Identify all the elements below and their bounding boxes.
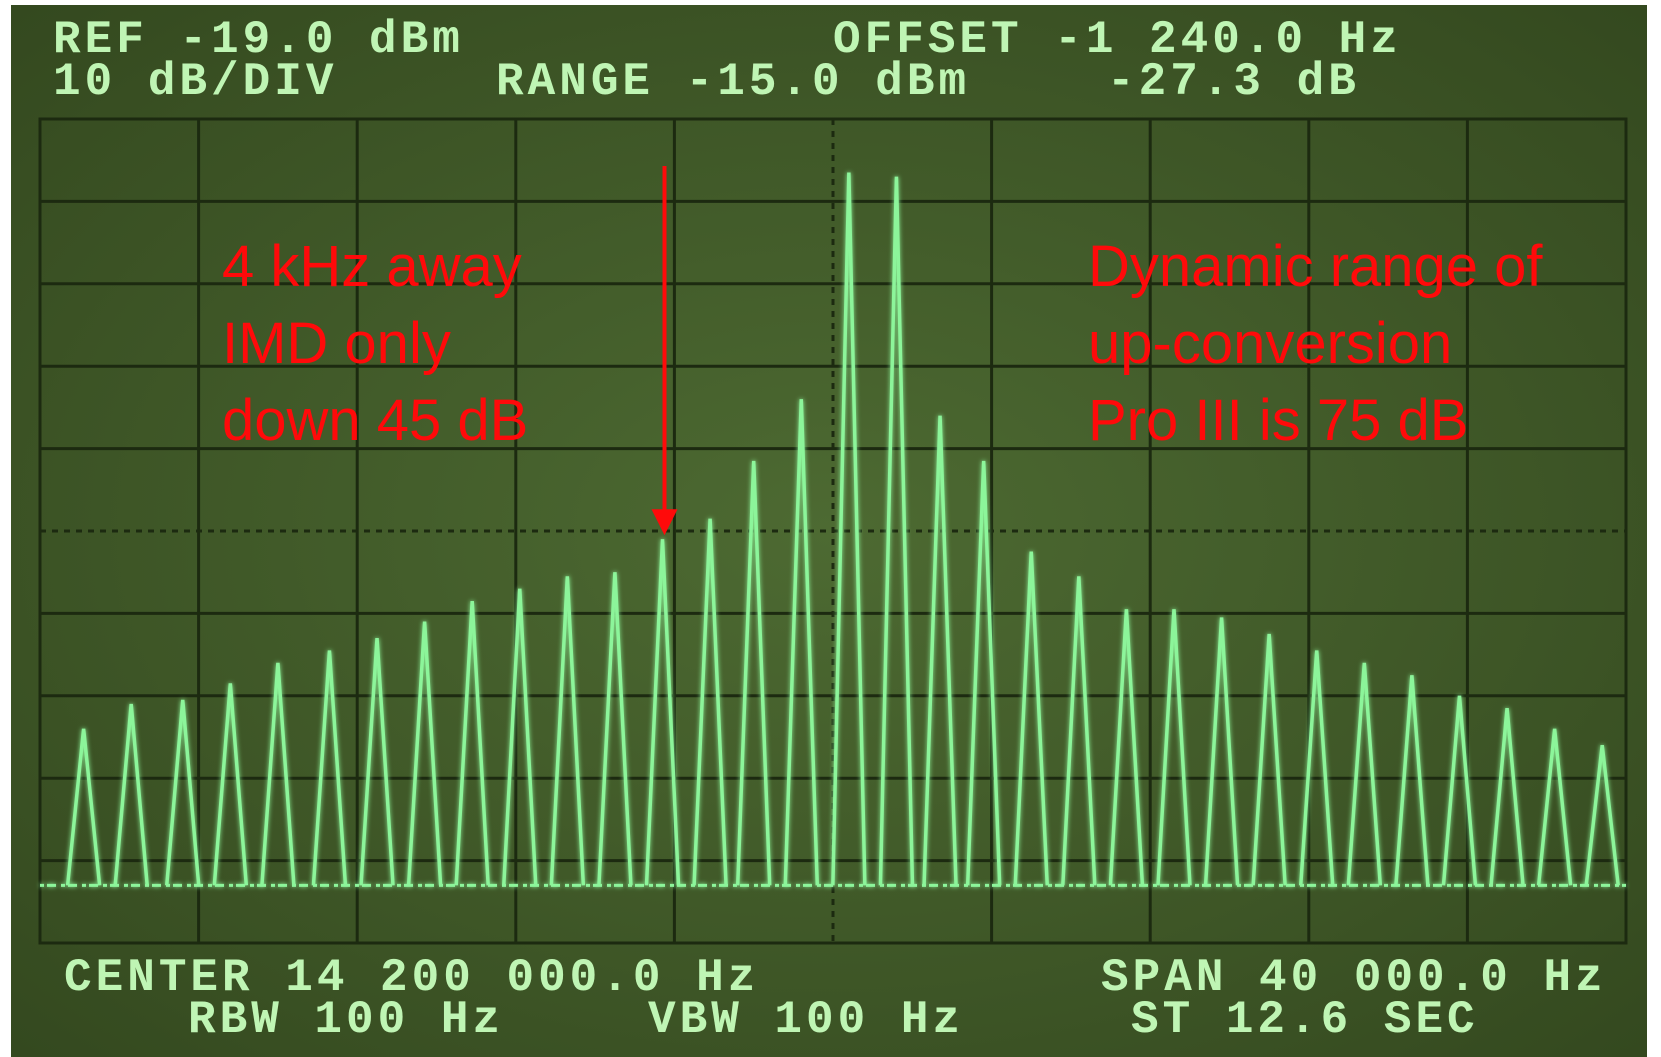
readout: RBW 100 Hz (188, 994, 504, 1046)
readout: -27.3 dB (1107, 56, 1360, 108)
annotation-text: up-conversion (1088, 311, 1452, 376)
annotation-text: Pro III is 75 dB (1088, 388, 1468, 453)
annotation-text: down 45 dB (222, 388, 528, 453)
readout: VBW 100 Hz (648, 994, 964, 1046)
annotation-text: Dynamic range of (1088, 234, 1543, 299)
page: REF -19.0 dBm10 dB/DIVRANGE -15.0 dBmOFF… (0, 0, 1661, 1057)
screen: REF -19.0 dBm10 dB/DIVRANGE -15.0 dBmOFF… (0, 0, 1661, 1057)
readout: 10 dB/DIV (53, 56, 337, 108)
annotation-text: 4 kHz away (222, 234, 522, 299)
readout: ST 12.6 SEC (1131, 994, 1479, 1046)
annotation-text: IMD only (222, 311, 451, 376)
